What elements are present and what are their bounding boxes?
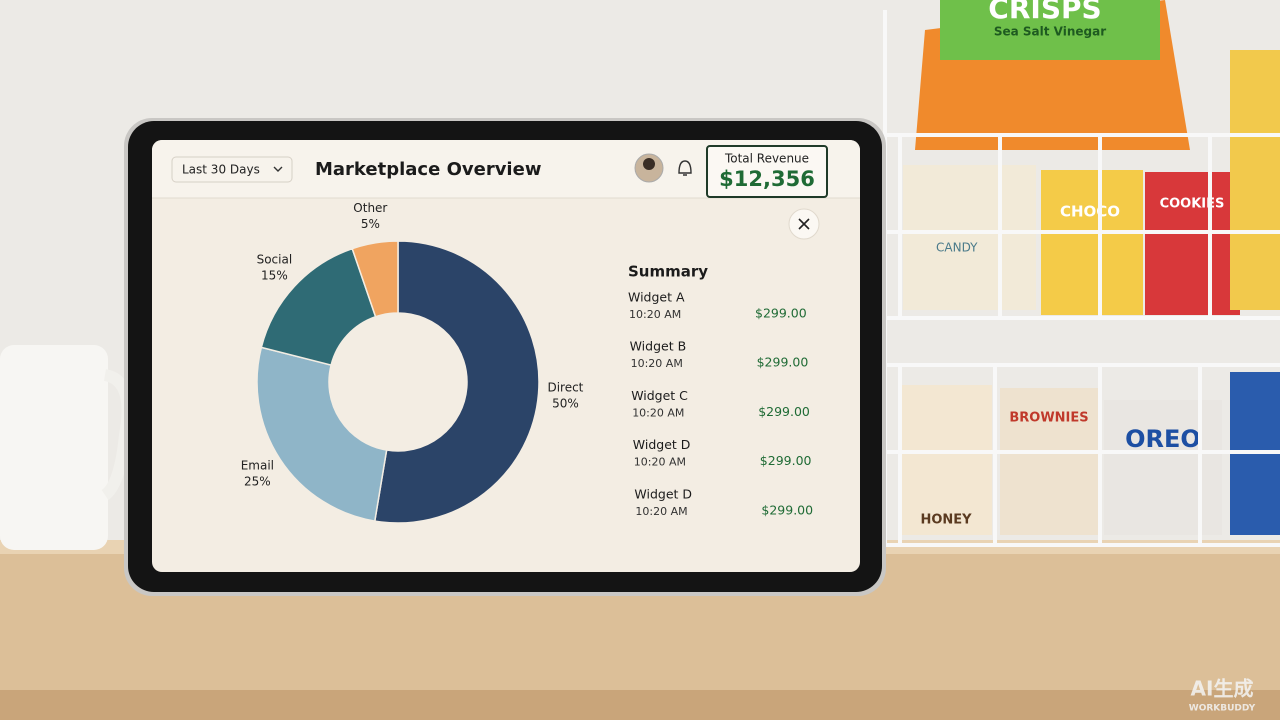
item-time: 10:20 AM (634, 456, 686, 469)
item-amount: $299.00 (758, 404, 810, 419)
crisps-band (940, 0, 1160, 60)
box (1230, 50, 1280, 310)
date-filter-text: Last 30 Days (182, 163, 260, 177)
item-name: Widget D (633, 437, 691, 452)
box (1041, 170, 1143, 315)
donut-segment (260, 247, 377, 366)
donut-chart: Direct 50% Email 25% Social 15% Other 5% (241, 201, 584, 524)
product-label: Sea Salt Vinegar (994, 25, 1106, 39)
notification-bell[interactable] (678, 160, 692, 176)
segment-label: Direct (547, 380, 583, 394)
box (1104, 400, 1222, 535)
revenue-value: $12,356 (719, 167, 815, 191)
product-label: OREO (1125, 425, 1201, 453)
header-bar (152, 140, 860, 198)
box (903, 165, 1036, 310)
segment-label: Email (241, 458, 274, 472)
item-time: 10:20 AM (632, 406, 684, 419)
revenue-label: Total Revenue (724, 152, 809, 166)
table-front (0, 690, 1280, 720)
summary-title: Summary (628, 263, 708, 281)
page-title: Marketplace Overview (315, 159, 541, 180)
summary-list: Widget A 10:20 AM $299.00 Widget B 10:20 AM $… (628, 290, 813, 518)
item-amount: $299.00 (761, 502, 813, 517)
donut-segment (256, 346, 388, 522)
watermark: WORKBUDDY (1189, 704, 1256, 714)
segment-value: 15% (261, 269, 288, 283)
product-label: BROWNIES (1009, 411, 1088, 426)
product-label: CANDY (936, 241, 978, 255)
product-label: COOKIES (1160, 197, 1225, 212)
donut-segment (373, 240, 540, 524)
segment-value: 25% (244, 474, 271, 488)
mug (0, 345, 108, 550)
close-icon (798, 218, 810, 230)
date-filter[interactable] (171, 156, 293, 183)
product-label: CHOCO (1060, 203, 1120, 221)
donut-segment (351, 240, 399, 318)
item-amount: $299.00 (760, 453, 812, 468)
item-time: 10:20 AM (635, 505, 687, 518)
item-time: 10:20 AM (629, 308, 681, 321)
segment-label: Other (353, 201, 387, 215)
item-name: Widget C (631, 388, 688, 403)
item-time: 10:20 AM (631, 357, 683, 370)
segment-label: Social (257, 253, 293, 267)
watermark: AI生成 (1191, 677, 1254, 701)
dropdown-caret (273, 166, 283, 172)
product-label: HONEY (920, 513, 972, 528)
product-label: CRISPS (988, 0, 1101, 25)
revenue-card (706, 145, 828, 198)
segment-value: 50% (552, 396, 579, 410)
item-name: Widget B (630, 339, 687, 354)
item-amount: $299.00 (757, 355, 809, 370)
box (1000, 388, 1098, 535)
avatar-head (643, 158, 655, 170)
item-name: Widget D (634, 486, 692, 501)
box (1145, 172, 1240, 315)
segment-value: 5% (361, 217, 380, 231)
box (900, 385, 992, 535)
item-amount: $299.00 (755, 306, 807, 321)
item-name: Widget A (628, 290, 685, 305)
